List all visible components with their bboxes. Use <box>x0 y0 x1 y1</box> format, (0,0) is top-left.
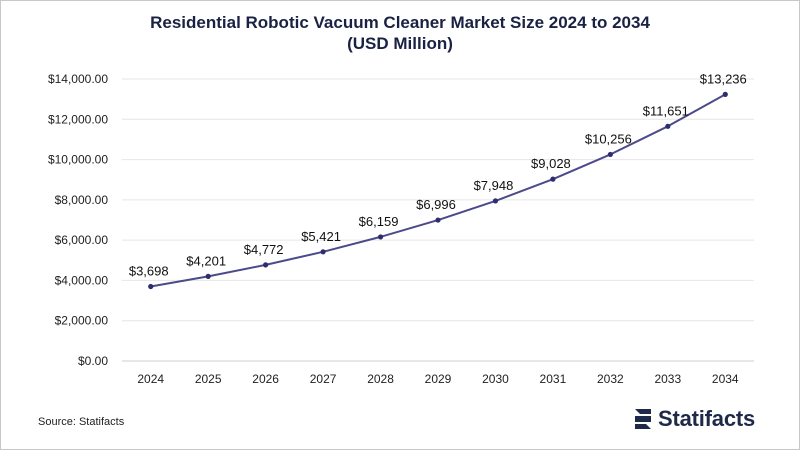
x-tick-label: 2030 <box>482 372 509 386</box>
x-tick-label: 2033 <box>654 372 681 386</box>
data-label: $11,651 <box>643 103 689 118</box>
data-label: $7,948 <box>474 178 514 193</box>
y-tick-label: $0.00 <box>78 354 108 368</box>
grid-lines <box>122 78 754 362</box>
data-point <box>205 273 211 279</box>
data-point <box>722 91 728 97</box>
series-line <box>150 93 726 288</box>
x-tick-label: 2032 <box>597 372 624 386</box>
data-labels: $3,698 $4,201 $4,772 $5,421 $6,159 $6,996 $7,9… <box>129 71 747 278</box>
x-tick-label: 2026 <box>252 372 279 386</box>
data-label: $4,772 <box>244 242 284 257</box>
y-tick-label: $2,000.00 <box>55 314 109 328</box>
y-tick-label: $6,000.00 <box>55 233 109 247</box>
x-axis-tick-labels: 2024 2025 2026 2027 2028 2029 2030 2031 2032 2033… <box>137 372 739 386</box>
data-label: $3,698 <box>129 264 169 279</box>
data-point <box>607 151 613 158</box>
data-label: $6,996 <box>416 197 456 212</box>
series-line-group <box>150 93 726 288</box>
statifacts-logo-icon <box>635 409 651 429</box>
x-tick-label: 2025 <box>195 372 222 386</box>
y-axis-tick-labels: $0.00 $2,000.00 $4,000.00 $6,000.00 $8,000.0… <box>48 72 108 368</box>
x-tick-label: 2028 <box>367 372 394 386</box>
data-point <box>263 262 269 268</box>
data-point <box>320 249 326 255</box>
data-label: $6,159 <box>359 214 399 229</box>
y-tick-label: $4,000.00 <box>55 273 109 287</box>
data-point <box>377 234 384 240</box>
x-tick-label: 2031 <box>540 372 567 386</box>
chart-title-line-2: (USD Million) <box>347 34 453 53</box>
data-label: $9,028 <box>531 156 571 171</box>
data-point <box>435 217 441 223</box>
x-tick-label: 2034 <box>712 372 739 386</box>
y-tick-label: $10,000.00 <box>48 153 108 167</box>
data-label: $13,236 <box>700 71 747 86</box>
data-label: $4,201 <box>186 253 226 268</box>
x-tick-label: 2027 <box>310 372 337 386</box>
chart-title-line-1: Residential Robotic Vacuum Cleaner Marke… <box>150 13 650 32</box>
y-tick-label: $12,000.00 <box>48 112 108 126</box>
y-tick-label: $8,000.00 <box>55 193 109 207</box>
data-markers <box>148 91 728 290</box>
chart-title: Residential Robotic Vacuum Cleaner Marke… <box>0 12 800 54</box>
statifacts-logo: Statifacts <box>632 404 755 434</box>
data-point <box>492 198 499 204</box>
source-note: Source: Statifacts <box>38 416 125 428</box>
data-point <box>550 176 556 182</box>
logo-text: Statifacts <box>658 406 756 431</box>
data-label: $5,421 <box>301 229 341 244</box>
x-tick-label: 2029 <box>425 372 452 386</box>
data-label: $10,256 <box>585 131 632 146</box>
data-point <box>148 283 154 290</box>
y-tick-label: $14,000.00 <box>48 72 108 86</box>
data-point <box>665 123 671 129</box>
x-tick-label: 2024 <box>137 372 164 386</box>
